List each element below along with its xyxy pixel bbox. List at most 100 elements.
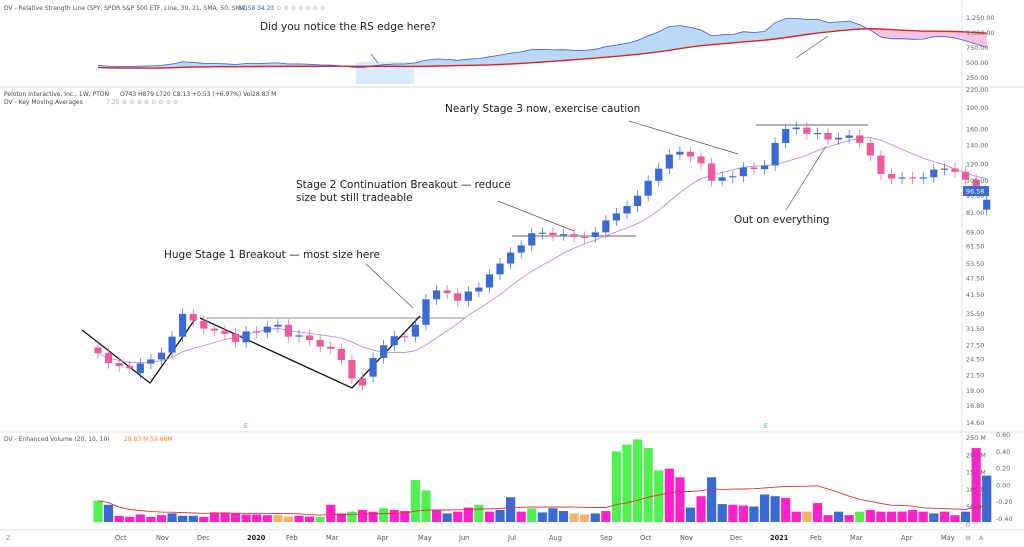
candle[interactable] <box>115 357 123 372</box>
volume-bar[interactable] <box>252 514 262 522</box>
volume-bar[interactable] <box>632 439 643 522</box>
candle[interactable] <box>792 122 800 135</box>
candle[interactable] <box>274 319 282 333</box>
candle[interactable] <box>591 226 599 243</box>
volume-bar[interactable] <box>93 500 103 522</box>
candle[interactable] <box>813 127 822 140</box>
candle[interactable] <box>485 268 494 294</box>
candle[interactable] <box>961 166 970 186</box>
volume-bar[interactable] <box>410 480 420 522</box>
candle[interactable] <box>983 194 991 216</box>
candle[interactable] <box>612 208 621 227</box>
volume-bar[interactable] <box>506 497 516 522</box>
volume-bar[interactable] <box>389 509 399 522</box>
volume-bar[interactable] <box>135 514 145 522</box>
volume-bar[interactable] <box>156 515 167 522</box>
volume-bar[interactable] <box>707 477 717 522</box>
candle[interactable] <box>94 342 102 359</box>
volume-bar[interactable] <box>844 515 854 522</box>
volume-bar[interactable] <box>580 514 590 522</box>
auto-scale-toggle[interactable]: ⚙ <box>965 534 971 542</box>
volume-bar[interactable] <box>834 511 844 522</box>
candle[interactable] <box>760 160 769 175</box>
candle[interactable] <box>623 200 631 220</box>
candle[interactable] <box>909 171 917 185</box>
volume-bar[interactable] <box>886 511 897 522</box>
volume-bar[interactable] <box>474 504 484 522</box>
candle[interactable] <box>464 286 472 307</box>
earnings-marker-2[interactable]: E <box>764 423 768 430</box>
candle[interactable] <box>803 122 811 140</box>
volume-bar[interactable] <box>273 515 283 522</box>
volume-bar[interactable] <box>781 497 791 522</box>
volume-bar[interactable] <box>241 514 251 522</box>
volume-bar[interactable] <box>717 504 727 522</box>
candle[interactable] <box>866 137 874 162</box>
earnings-marker-1[interactable]: E <box>244 423 248 430</box>
volume-bar[interactable] <box>865 509 875 522</box>
candle[interactable] <box>189 308 197 327</box>
volume-bar[interactable] <box>516 511 526 522</box>
volume-bar[interactable] <box>950 515 960 522</box>
volume-bar[interactable] <box>611 451 622 522</box>
candle[interactable] <box>856 129 864 149</box>
volume-bar[interactable] <box>484 511 495 522</box>
volume-bar[interactable] <box>664 468 674 522</box>
volume-bar[interactable] <box>357 509 368 522</box>
candle[interactable] <box>570 228 578 243</box>
candle[interactable] <box>750 162 758 175</box>
volume-bar[interactable] <box>431 509 442 522</box>
volume-bar[interactable] <box>315 516 325 522</box>
volume-bar[interactable] <box>971 448 981 522</box>
volume-bar[interactable] <box>558 510 569 522</box>
volume-bar[interactable] <box>812 503 823 522</box>
candle[interactable] <box>835 132 843 146</box>
volume-bar[interactable] <box>770 496 780 522</box>
volume-bar[interactable] <box>908 509 918 522</box>
volume-bar[interactable] <box>262 515 272 522</box>
volume-bar[interactable] <box>326 504 336 522</box>
candle[interactable] <box>633 190 642 212</box>
volume-bar[interactable] <box>823 515 833 522</box>
candle[interactable] <box>380 339 388 364</box>
ma-settings-icon[interactable]: ⚙ ⚙ ⚙ ⚙ ⚙ ⚙ ⚙ ⚙ <box>122 99 178 106</box>
volume-bar[interactable] <box>918 511 928 522</box>
candle[interactable] <box>877 150 885 180</box>
candle[interactable] <box>390 330 398 351</box>
volume-bar[interactable] <box>442 513 452 522</box>
volume-bar[interactable] <box>103 504 114 522</box>
candle[interactable] <box>951 163 959 178</box>
candle[interactable] <box>549 227 557 241</box>
candle[interactable] <box>454 287 462 307</box>
candle[interactable] <box>771 137 779 172</box>
candle[interactable] <box>475 282 483 298</box>
volume-bar[interactable] <box>347 511 357 522</box>
candle[interactable] <box>898 171 906 185</box>
volume-bar[interactable] <box>601 510 611 522</box>
candle[interactable] <box>697 151 705 170</box>
candle[interactable] <box>538 227 546 239</box>
candle[interactable] <box>253 325 261 339</box>
volume-bar[interactable] <box>982 475 992 522</box>
volume-bar[interactable] <box>230 513 241 522</box>
volume-bar[interactable] <box>759 494 770 522</box>
volume-bar[interactable] <box>738 505 748 522</box>
volume-bar[interactable] <box>685 507 696 522</box>
candle[interactable] <box>136 358 144 379</box>
volume-bar[interactable] <box>209 512 219 522</box>
volume-bar[interactable] <box>114 515 124 522</box>
candle[interactable] <box>517 240 525 259</box>
candle[interactable] <box>718 171 726 187</box>
volume-bar[interactable] <box>548 508 558 522</box>
volume-bar[interactable] <box>643 448 653 522</box>
volume-bar[interactable] <box>453 511 463 522</box>
candle[interactable] <box>432 284 441 305</box>
candle[interactable] <box>496 258 504 281</box>
candle[interactable] <box>887 168 896 185</box>
candle[interactable] <box>602 215 610 238</box>
volume-bar[interactable] <box>178 515 188 522</box>
volume-bar[interactable] <box>400 510 410 522</box>
volume-bar[interactable] <box>791 511 801 522</box>
candle[interactable] <box>200 315 208 335</box>
candle[interactable] <box>443 284 451 299</box>
